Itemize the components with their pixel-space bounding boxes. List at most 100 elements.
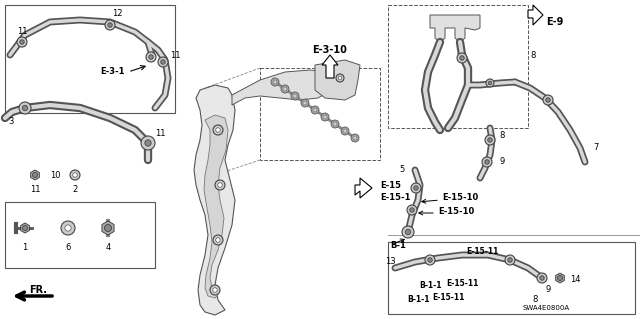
Circle shape — [343, 129, 347, 133]
Circle shape — [20, 40, 24, 44]
Circle shape — [210, 285, 220, 295]
Circle shape — [336, 74, 344, 82]
Circle shape — [215, 180, 225, 190]
Circle shape — [22, 226, 28, 231]
Circle shape — [311, 106, 319, 114]
Polygon shape — [194, 85, 235, 315]
Circle shape — [353, 136, 357, 140]
Circle shape — [540, 276, 544, 280]
Circle shape — [331, 120, 339, 128]
Circle shape — [271, 78, 279, 86]
Text: 8: 8 — [532, 295, 538, 305]
Text: E-15: E-15 — [380, 182, 401, 190]
Circle shape — [105, 20, 115, 30]
Circle shape — [161, 60, 165, 64]
Polygon shape — [204, 115, 228, 298]
Polygon shape — [20, 223, 29, 233]
Circle shape — [486, 79, 494, 87]
Circle shape — [488, 138, 492, 142]
Text: E-3-1: E-3-1 — [100, 68, 125, 77]
Circle shape — [457, 53, 467, 63]
Text: E-15-1: E-15-1 — [380, 192, 410, 202]
Text: E-15-11: E-15-11 — [446, 279, 478, 288]
Text: 3: 3 — [8, 117, 13, 127]
Circle shape — [428, 258, 432, 262]
Circle shape — [485, 135, 495, 145]
Circle shape — [19, 102, 31, 114]
Text: B-1-1: B-1-1 — [407, 295, 429, 305]
Circle shape — [557, 276, 563, 280]
Bar — [260, 68, 380, 160]
Circle shape — [413, 186, 419, 190]
Text: 8: 8 — [531, 50, 536, 60]
Circle shape — [73, 173, 77, 177]
Text: 1: 1 — [22, 242, 28, 251]
Circle shape — [281, 85, 289, 93]
Circle shape — [108, 23, 112, 27]
Circle shape — [460, 56, 464, 60]
Bar — [388, 5, 528, 128]
Circle shape — [338, 76, 342, 80]
Text: 9: 9 — [545, 286, 550, 294]
Polygon shape — [430, 15, 480, 42]
Circle shape — [505, 255, 515, 265]
Circle shape — [216, 128, 220, 132]
Text: 9: 9 — [499, 158, 504, 167]
Text: FR.: FR. — [29, 285, 47, 295]
Text: 6: 6 — [65, 242, 70, 251]
Circle shape — [145, 140, 151, 146]
Circle shape — [323, 115, 327, 119]
Polygon shape — [355, 178, 372, 198]
Circle shape — [273, 80, 277, 84]
Text: 5: 5 — [399, 166, 404, 174]
Polygon shape — [31, 170, 39, 180]
Text: 4: 4 — [106, 242, 111, 251]
Circle shape — [212, 288, 217, 292]
Circle shape — [216, 238, 220, 242]
Circle shape — [218, 183, 222, 187]
Polygon shape — [556, 273, 564, 283]
Circle shape — [546, 98, 550, 102]
Circle shape — [148, 55, 153, 59]
Circle shape — [543, 95, 553, 105]
Circle shape — [482, 157, 492, 167]
Text: 2: 2 — [72, 186, 77, 195]
Circle shape — [17, 37, 27, 47]
Circle shape — [33, 173, 38, 177]
Text: B-1: B-1 — [390, 241, 406, 249]
Text: 8: 8 — [499, 130, 505, 139]
Circle shape — [283, 87, 287, 91]
Circle shape — [22, 105, 28, 111]
Circle shape — [341, 127, 349, 135]
Text: 11: 11 — [155, 129, 166, 137]
Circle shape — [303, 101, 307, 105]
Text: 13: 13 — [385, 257, 396, 266]
Circle shape — [104, 225, 111, 232]
Bar — [5, 5, 175, 113]
Text: E-9: E-9 — [547, 17, 564, 27]
Text: 12: 12 — [112, 9, 122, 18]
Text: B-1-1: B-1-1 — [419, 280, 441, 290]
Circle shape — [333, 122, 337, 126]
Circle shape — [484, 160, 489, 164]
Circle shape — [411, 183, 421, 193]
Text: 11: 11 — [29, 186, 40, 195]
Text: SWA4E0800A: SWA4E0800A — [523, 305, 570, 311]
Polygon shape — [232, 70, 330, 105]
Circle shape — [402, 226, 414, 238]
Polygon shape — [315, 60, 360, 100]
Circle shape — [70, 170, 80, 180]
Text: E-15-11: E-15-11 — [466, 248, 498, 256]
Text: 11: 11 — [170, 50, 180, 60]
Polygon shape — [322, 55, 338, 78]
Circle shape — [291, 92, 299, 100]
Circle shape — [537, 273, 547, 283]
Text: 7: 7 — [593, 144, 598, 152]
Text: E-15-10: E-15-10 — [438, 207, 474, 217]
Text: E-15-11: E-15-11 — [432, 293, 464, 302]
Circle shape — [407, 205, 417, 215]
Circle shape — [146, 52, 156, 62]
Text: E-15-10: E-15-10 — [442, 194, 478, 203]
Circle shape — [405, 229, 411, 235]
Text: 10: 10 — [50, 170, 60, 180]
